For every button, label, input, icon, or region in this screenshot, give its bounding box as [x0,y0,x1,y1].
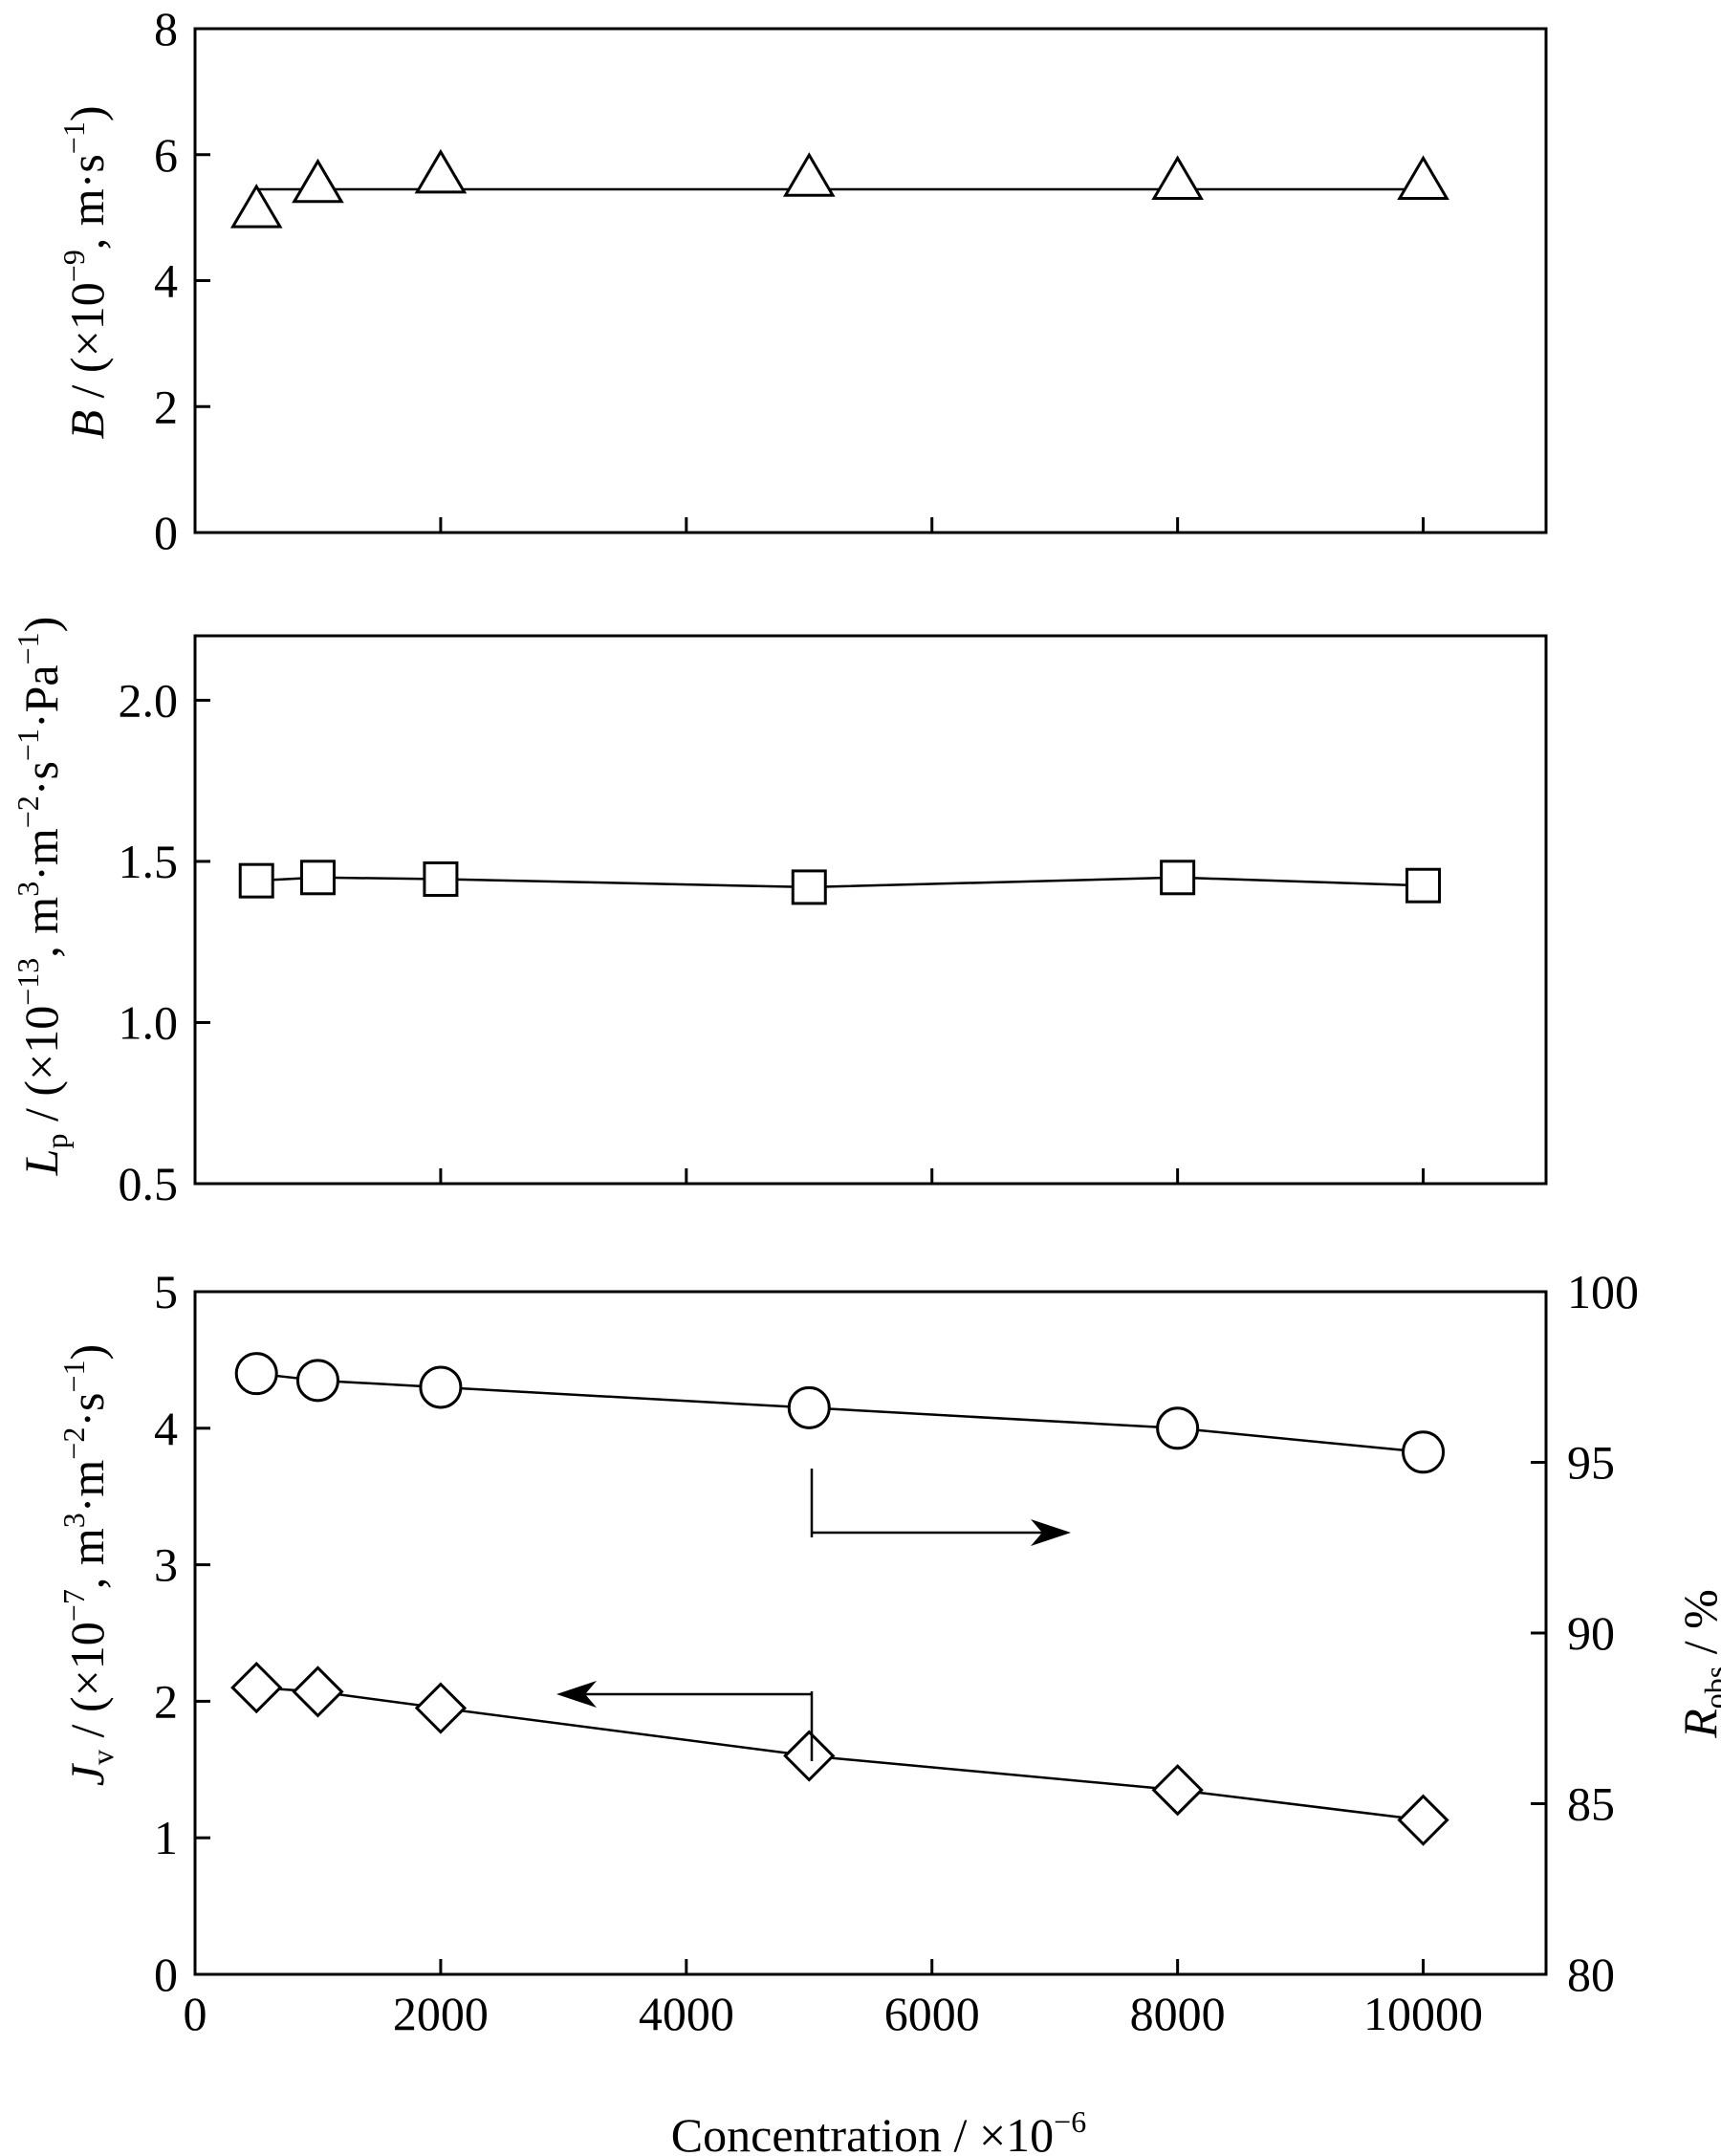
data-point-circle [1402,1430,1446,1474]
data-point-triangle [414,148,468,194]
y-axis-title-lp: Lp / (×10−13, m3·m−2·s−1·Pa−1) [11,617,74,1177]
data-point-circle [295,1359,339,1403]
data-point-circle [1156,1406,1200,1450]
y-tick-label: 2 [154,380,178,433]
y-tick-label: 4 [154,1402,178,1455]
x-tick-label: 2000 [393,1987,489,2040]
x-tick-label: 6000 [884,1987,980,2040]
y-tick-label-right: 100 [1567,1265,1639,1318]
plot-frame [193,27,1548,534]
y-axis-title-jv: Jv / (×10−7, m3·m−2·s−1) [56,1344,120,1786]
data-point-triangle [229,184,283,229]
y-tick-label: 6 [154,128,178,182]
y-axis-title-b: B / (×10−9, m·s−1) [56,105,114,439]
data-point-circle [419,1365,463,1409]
x-tick-label: 10000 [1363,1987,1483,2040]
y-tick-label: 0 [154,1948,178,2001]
x-tick-label: 0 [184,1987,207,2040]
y-tick-label: 2.0 [119,673,179,727]
y-tick-label: 5 [154,1265,178,1318]
data-point-diamond [292,1666,344,1718]
y-tick-label: 1.0 [119,995,179,1049]
y-tick-label: 2 [154,1674,178,1728]
data-point-square [423,860,459,897]
panel-jv-robs: 0 2000 4000 6000 8000 10000 0 1 2 3 4 5 80 85 90 95 100 [154,1265,1639,2040]
data-point-triangle [1397,155,1449,201]
y-tick-label: 3 [154,1538,178,1592]
plot-frame [193,634,1548,1186]
x-axis-title: Concentration / ×10−6 [671,2104,1086,2156]
data-point-square [1405,867,1442,904]
y-tick-label-right: 90 [1567,1606,1615,1660]
y-tick-label: 1.5 [119,835,179,888]
data-point-square [299,860,336,896]
y-tick-label: 4 [154,254,178,308]
arrow-to-right-axis [810,1469,1071,1546]
x-tick-label: 4000 [639,1987,734,2040]
y-tick-label: 0 [154,506,178,559]
data-point-square [1160,860,1196,896]
y-tick-label-right: 80 [1567,1948,1615,2001]
y-tick-label: 8 [154,2,178,55]
x-tick-label: 8000 [1130,1987,1226,2040]
data-point-triangle [782,152,836,197]
plot-frame [193,1290,1548,1976]
arrow-to-left-axis [556,1681,814,1761]
y-tick-label: 0.5 [119,1157,179,1210]
data-point-diamond [230,1661,283,1714]
data-point-circle [787,1385,831,1429]
y-axis-title-robs: Robs / % [1673,1589,1721,1739]
data-point-diamond [1397,1794,1449,1846]
data-point-square [791,869,827,905]
y-tick-label: 1 [154,1811,178,1864]
data-point-diamond [1151,1764,1204,1817]
data-point-square [238,862,274,899]
data-point-circle [234,1352,278,1396]
y-tick-label-right: 85 [1567,1777,1615,1831]
y-tick-label-right: 95 [1567,1436,1615,1490]
panel-b: 0 2 4 6 8 [154,2,1548,559]
data-point-triangle [292,158,344,204]
data-point-diamond [783,1730,836,1782]
panel-lp: 0.5 1.0 1.5 2.0 [119,634,1548,1210]
data-point-triangle [1151,155,1204,201]
data-point-diamond [414,1682,468,1734]
